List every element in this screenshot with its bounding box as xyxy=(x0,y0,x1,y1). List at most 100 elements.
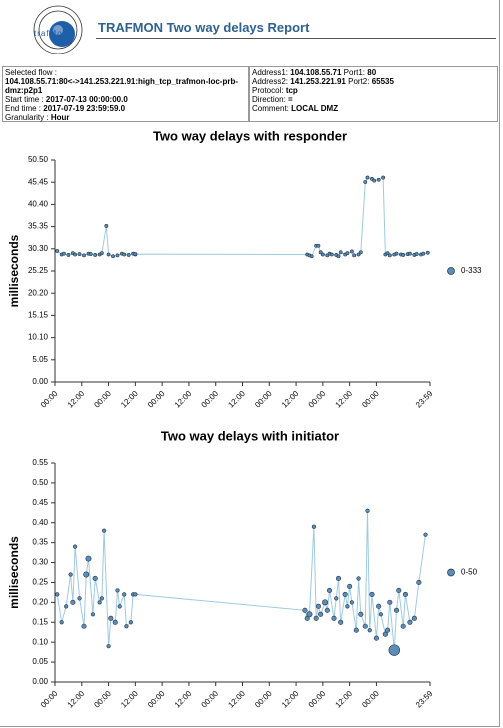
legend-label: 0-333 xyxy=(461,266,482,275)
info-label: Protocol: xyxy=(252,86,284,95)
data-point xyxy=(402,591,408,597)
data-point xyxy=(77,252,82,256)
legend-label: 0-50 xyxy=(461,568,478,577)
info-label: Granularity : xyxy=(5,113,49,122)
data-point xyxy=(331,615,337,621)
data-point xyxy=(112,619,118,625)
data-point xyxy=(352,253,357,258)
info-label: Comment: xyxy=(252,104,289,113)
data-point xyxy=(385,627,391,633)
data-point xyxy=(363,180,368,184)
x-tick-label: 00:00 xyxy=(200,389,221,410)
y-tick-label: 0.55 xyxy=(32,458,48,467)
data-point xyxy=(365,175,370,180)
info-row: Selected flow :104.108.55.71:80<->141.25… xyxy=(5,68,246,95)
y-tick-label: 0.40 xyxy=(32,518,48,527)
data-point xyxy=(396,587,402,593)
info-label: Port1: xyxy=(343,68,366,77)
data-point xyxy=(365,508,370,513)
y-tick-label: 50.50 xyxy=(28,155,49,164)
data-point xyxy=(313,615,319,621)
x-tick-label: 00:00 xyxy=(146,689,167,710)
x-tick-label: 12:00 xyxy=(334,689,355,710)
y-tick-label: 0.20 xyxy=(32,597,48,606)
chart-title: Two way delays with initiator xyxy=(161,428,339,443)
data-point xyxy=(382,631,388,637)
data-point xyxy=(68,572,73,577)
info-value: 104.108.55.71 xyxy=(290,68,342,77)
series-line xyxy=(56,176,428,257)
data-point xyxy=(97,600,102,605)
data-point xyxy=(394,251,399,256)
info-label: Start time : xyxy=(5,95,44,104)
y-tick-label: 40.40 xyxy=(28,200,49,209)
data-point xyxy=(85,555,92,562)
info-row: Direction: = xyxy=(252,95,495,104)
data-point xyxy=(104,224,109,228)
data-point xyxy=(72,544,78,549)
info-label: Direction: xyxy=(252,95,286,104)
data-point xyxy=(66,253,71,257)
info-row: Comment: LOCAL DMZ xyxy=(252,104,495,113)
data-point xyxy=(133,592,138,597)
data-point xyxy=(387,253,392,258)
data-point xyxy=(381,175,386,180)
info-label: Port2: xyxy=(348,77,370,86)
data-point xyxy=(411,615,417,621)
data-point xyxy=(115,588,120,593)
data-point xyxy=(356,576,361,581)
y-tick-label: 0.00 xyxy=(32,377,48,386)
info-value: Hour xyxy=(50,113,70,122)
data-point xyxy=(318,611,324,617)
y-tick-label: 45.45 xyxy=(28,177,49,186)
legend-marker xyxy=(447,568,455,577)
data-point xyxy=(393,607,400,613)
info-label: Address2: xyxy=(252,77,289,86)
y-tick-label: 0.35 xyxy=(32,538,48,547)
data-point xyxy=(387,599,393,605)
data-point xyxy=(335,575,342,582)
data-point xyxy=(311,524,317,529)
x-tick-label: 12:00 xyxy=(280,689,301,710)
info-value: 2017-07-19 23:59:59.0 xyxy=(43,104,126,113)
data-point xyxy=(108,615,114,621)
y-tick-label: 0.15 xyxy=(32,617,48,626)
data-point xyxy=(309,254,314,259)
info-row: Protocol: tcp xyxy=(252,86,495,95)
data-point xyxy=(385,251,390,256)
data-point xyxy=(55,249,60,253)
info-value: 80 xyxy=(367,68,377,77)
info-value: 65535 xyxy=(371,77,394,86)
x-tick-label: 12:00 xyxy=(334,389,355,410)
data-point xyxy=(338,619,344,625)
data-point xyxy=(318,250,323,255)
data-point xyxy=(126,253,131,257)
data-point xyxy=(99,596,104,601)
x-tick-label: 12:00 xyxy=(173,689,194,710)
charts: Two way delays with responder millisecond… xyxy=(7,128,482,710)
data-point xyxy=(425,250,430,255)
y-tick-label: 0.10 xyxy=(32,637,48,646)
data-point xyxy=(83,571,90,578)
legend-marker xyxy=(447,267,455,275)
data-point xyxy=(124,624,129,629)
y-tick-label: 0.25 xyxy=(32,578,48,587)
info-row: Granularity : Hour xyxy=(5,113,246,122)
data-point xyxy=(407,619,413,625)
data-point xyxy=(345,604,350,609)
data-point xyxy=(336,254,341,259)
x-tick-label: 00:00 xyxy=(307,689,328,710)
y-tick-label: 0.50 xyxy=(32,478,48,487)
x-tick-label: 12:00 xyxy=(66,389,87,410)
data-point xyxy=(338,250,343,255)
y-tick-label: 5.05 xyxy=(32,355,48,364)
y-tick-label: 30.30 xyxy=(28,244,49,253)
data-point xyxy=(122,592,127,597)
x-tick-label: 12:00 xyxy=(119,689,140,710)
info-row: Start time : 2017-07-13 00:00:00.0 xyxy=(5,95,246,104)
x-tick-label: 12:00 xyxy=(226,389,247,410)
y-axis-label: milliseconds xyxy=(7,234,21,307)
x-tick-label: 00:00 xyxy=(253,389,274,410)
